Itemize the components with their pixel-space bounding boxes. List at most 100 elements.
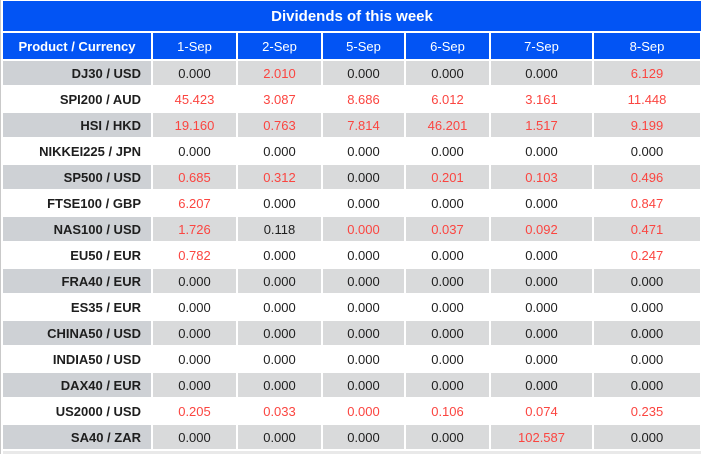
dividend-value-cell: 6.207 — [153, 191, 236, 215]
dividend-value-cell: 0.000 — [491, 295, 592, 319]
dividend-value-cell: 0.074 — [491, 399, 592, 423]
product-currency-cell: SPI200 / AUD — [3, 87, 151, 111]
header-row: Product / Currency 1-Sep 2-Sep 5-Sep 6-S… — [3, 33, 701, 59]
dividend-value-cell: 0.000 — [406, 295, 489, 319]
dividend-value-cell: 6.012 — [406, 87, 489, 111]
product-currency-cell: SA40 / ZAR — [3, 425, 151, 449]
dividend-value-cell: 0.000 — [594, 347, 700, 371]
product-currency-cell: DJ30 / USD — [3, 61, 151, 85]
dividend-value-cell: 0.000 — [491, 243, 592, 267]
dividend-value-cell: 0.000 — [406, 139, 489, 163]
table-row: HSI / HKD 19.160 0.763 7.814 46.201 1.517 9.19… — [3, 113, 701, 137]
dividend-value-cell: 1.517 — [491, 113, 592, 137]
dividend-value-cell: 0.000 — [323, 399, 404, 423]
dividend-value-cell: 0.782 — [153, 243, 236, 267]
dividend-value-cell: 0.000 — [406, 243, 489, 267]
dividend-value-cell: 0.000 — [594, 425, 700, 449]
dividend-value-cell: 0.312 — [238, 165, 321, 189]
dividend-value-cell: 0.000 — [323, 139, 404, 163]
table-row: ES35 / EUR 0.000 0.000 0.000 0.000 0.000 0.000 — [3, 295, 701, 319]
dividend-value-cell: 19.160 — [153, 113, 236, 137]
dividend-value-cell: 0.235 — [594, 399, 700, 423]
table-row: FRA40 / EUR 0.000 0.000 0.000 0.000 0.000 0.00… — [3, 269, 701, 293]
dividend-value-cell: 0.000 — [594, 321, 700, 345]
table-row: SPI200 / AUD 45.423 3.087 8.686 6.012 3.161 11… — [3, 87, 701, 111]
dividend-value-cell: 102.587 — [491, 425, 592, 449]
dividend-value-cell: 0.000 — [153, 373, 236, 397]
table-row: SP500 / USD 0.685 0.312 0.000 0.201 0.103 0.49… — [3, 165, 701, 189]
dividend-value-cell: 0.000 — [323, 347, 404, 371]
dividend-value-cell: 0.685 — [153, 165, 236, 189]
dividend-value-cell: 0.247 — [594, 243, 700, 267]
dividend-value-cell: 9.199 — [594, 113, 700, 137]
table-row: US2000 / USD 0.205 0.033 0.000 0.106 0.074 0.2… — [3, 399, 701, 423]
product-currency-cell: INDIA50 / USD — [3, 347, 151, 371]
dividend-value-cell: 0.000 — [491, 373, 592, 397]
table-row: CHINA50 / USD 0.000 0.000 0.000 0.000 0.000 0.… — [3, 321, 701, 345]
dividend-value-cell: 0.000 — [406, 373, 489, 397]
dividend-value-cell: 0.000 — [406, 269, 489, 293]
dividend-value-cell: 3.087 — [238, 87, 321, 111]
dividend-value-cell: 11.448 — [594, 87, 700, 111]
dividend-value-cell: 0.496 — [594, 165, 700, 189]
dividend-value-cell: 0.118 — [238, 217, 321, 241]
dividend-value-cell: 0.000 — [238, 269, 321, 293]
product-currency-cell: EU50 / EUR — [3, 243, 151, 267]
dividend-value-cell: 0.000 — [153, 61, 236, 85]
dividend-value-cell: 0.000 — [238, 425, 321, 449]
dividend-value-cell: 46.201 — [406, 113, 489, 137]
dividend-value-cell: 0.000 — [323, 295, 404, 319]
partial-next-row — [3, 451, 701, 454]
table-row: SA40 / ZAR 0.000 0.000 0.000 0.000 102.587 0.0… — [3, 425, 701, 449]
column-header-1-sep: 1-Sep — [153, 33, 236, 59]
dividend-value-cell: 7.814 — [323, 113, 404, 137]
product-currency-cell: ES35 / EUR — [3, 295, 151, 319]
column-header-6-sep: 6-Sep — [406, 33, 489, 59]
dividend-value-cell: 0.763 — [238, 113, 321, 137]
dividend-value-cell: 0.000 — [406, 425, 489, 449]
dividend-value-cell: 0.000 — [406, 321, 489, 345]
dividend-value-cell: 0.000 — [406, 347, 489, 371]
product-currency-cell: SP500 / USD — [3, 165, 151, 189]
dividend-value-cell: 0.000 — [153, 269, 236, 293]
table-row: NAS100 / USD 1.726 0.118 0.000 0.037 0.092 0.4… — [3, 217, 701, 241]
dividend-value-cell: 0.000 — [491, 61, 592, 85]
product-currency-cell: DAX40 / EUR — [3, 373, 151, 397]
dividend-value-cell: 0.000 — [153, 321, 236, 345]
table-body: DJ30 / USD 0.000 2.010 0.000 0.000 0.000 6.129… — [3, 61, 701, 449]
dividend-value-cell: 0.000 — [323, 425, 404, 449]
dividend-value-cell: 0.092 — [491, 217, 592, 241]
dividend-value-cell: 0.000 — [594, 139, 700, 163]
dividend-value-cell: 0.000 — [238, 139, 321, 163]
product-currency-cell: NAS100 / USD — [3, 217, 151, 241]
dividend-value-cell: 0.471 — [594, 217, 700, 241]
dividend-value-cell: 0.000 — [238, 243, 321, 267]
dividend-value-cell: 3.161 — [491, 87, 592, 111]
product-currency-cell: HSI / HKD — [3, 113, 151, 137]
product-currency-cell: NIKKEI225 / JPN — [3, 139, 151, 163]
column-header-5-sep: 5-Sep — [323, 33, 404, 59]
column-header-2-sep: 2-Sep — [238, 33, 321, 59]
product-currency-cell: CHINA50 / USD — [3, 321, 151, 345]
dividend-value-cell: 0.000 — [238, 347, 321, 371]
dividend-value-cell: 0.000 — [323, 373, 404, 397]
dividend-value-cell: 0.000 — [406, 191, 489, 215]
dividend-value-cell: 0.000 — [153, 295, 236, 319]
dividend-value-cell: 0.103 — [491, 165, 592, 189]
dividend-value-cell: 0.000 — [323, 321, 404, 345]
dividend-value-cell: 0.037 — [406, 217, 489, 241]
dividend-value-cell: 0.000 — [594, 295, 700, 319]
dividend-value-cell: 0.000 — [594, 373, 700, 397]
dividend-value-cell: 0.000 — [323, 217, 404, 241]
table-row: EU50 / EUR 0.782 0.000 0.000 0.000 0.000 0.247 — [3, 243, 701, 267]
dividend-value-cell: 0.201 — [406, 165, 489, 189]
dividend-value-cell: 2.010 — [238, 61, 321, 85]
table-row: DAX40 / EUR 0.000 0.000 0.000 0.000 0.000 0.00… — [3, 373, 701, 397]
table-row: FTSE100 / GBP 6.207 0.000 0.000 0.000 0.000 0.… — [3, 191, 701, 215]
dividend-value-cell: 0.000 — [491, 191, 592, 215]
dividend-value-cell: 0.000 — [323, 61, 404, 85]
table-title: Dividends of this week — [3, 1, 701, 31]
dividend-value-cell: 0.000 — [323, 243, 404, 267]
dividend-value-cell: 0.000 — [491, 321, 592, 345]
